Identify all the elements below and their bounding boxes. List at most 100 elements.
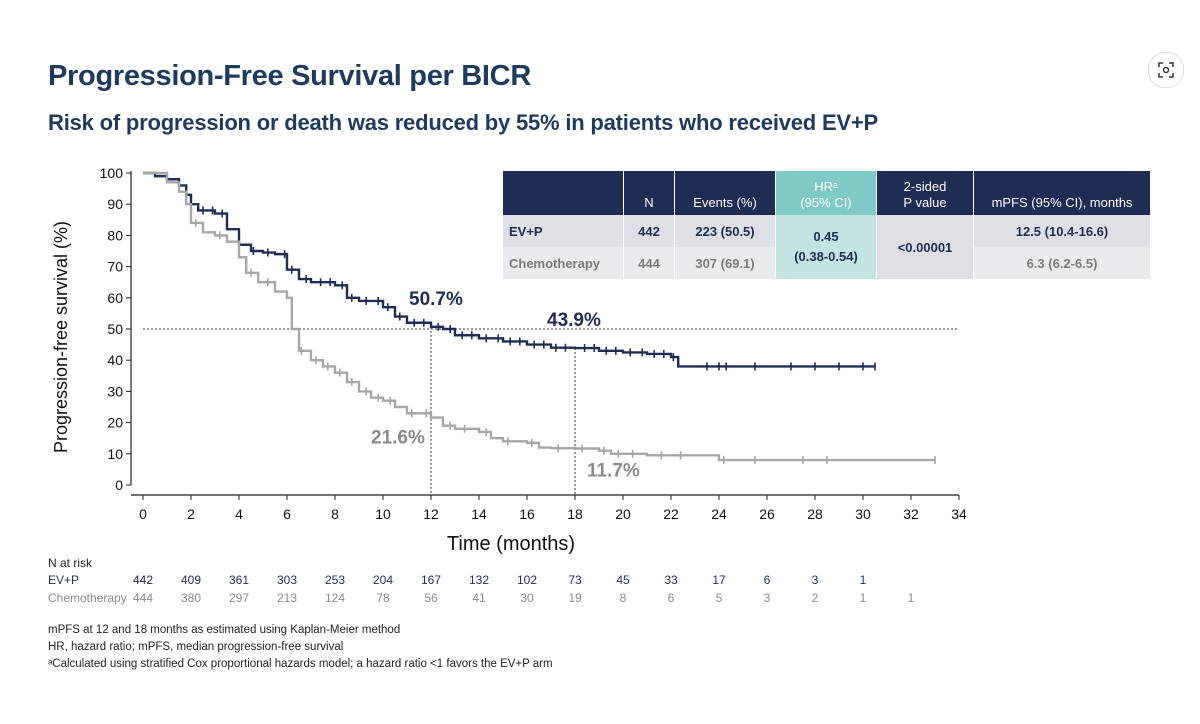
- risk-value: 78: [376, 591, 390, 605]
- risk-value: 19: [568, 591, 582, 605]
- risk-value: 297: [228, 591, 250, 605]
- table-row-ev: EV+P 442 223 (50.5) 0.45 (0.38-0.54) <0.…: [503, 215, 1150, 279]
- image-search-icon: [1158, 62, 1174, 78]
- header-p: 2-sided P value: [876, 171, 974, 215]
- risk-value: 17: [712, 573, 726, 587]
- header-n: N: [623, 171, 675, 215]
- risk-value: 167: [420, 573, 442, 587]
- x-tick-label: 12: [423, 506, 439, 522]
- x-axis-label: Time (months): [447, 533, 575, 555]
- risk-value: 409: [180, 573, 202, 587]
- page-subtitle: Risk of progression or death was reduced…: [48, 110, 879, 135]
- risk-value: 56: [424, 591, 438, 605]
- x-tick-label: 10: [375, 506, 391, 522]
- x-tick-label: 26: [759, 506, 775, 522]
- y-tick-label: 40: [107, 352, 123, 368]
- table-row-chemo: Chemotherapy 444 307 (69.1) 6.3 (6.2-6.5…: [503, 247, 1150, 279]
- y-tick-label: 0: [115, 477, 123, 493]
- hr-ci: (0.38-0.54): [794, 249, 858, 264]
- x-tick-label: 20: [615, 506, 631, 522]
- risk-value: 442: [132, 573, 154, 587]
- risk-value: 204: [372, 573, 394, 587]
- stats-table: N Events (%) HRᵃ (95% CI) 2-sided P valu…: [503, 171, 1150, 279]
- x-tick-label: 34: [951, 506, 967, 522]
- p-value: <0.00001: [876, 215, 974, 279]
- risk-row-chemo-label: Chemotherapy: [48, 591, 127, 605]
- risk-value: 5: [715, 591, 723, 605]
- risk-row-ev-label: EV+P: [48, 573, 80, 587]
- risk-value: 102: [516, 573, 538, 587]
- y-tick-label: 30: [107, 383, 123, 399]
- x-tick-label: 30: [855, 506, 871, 522]
- x-tick-label: 22: [663, 506, 679, 522]
- risk-value: 380: [180, 591, 202, 605]
- risk-value: 30: [520, 591, 534, 605]
- data-label: 21.6%: [371, 428, 425, 449]
- risk-value: 3: [763, 591, 771, 605]
- data-label: 11.7%: [587, 460, 640, 481]
- risk-value: 8: [619, 591, 627, 605]
- risk-value: 45: [616, 573, 630, 587]
- y-tick-label: 80: [107, 227, 123, 243]
- risk-value: 253: [324, 573, 346, 587]
- events-chemo: 307 (69.1): [674, 247, 776, 279]
- x-tick-label: 18: [567, 506, 583, 522]
- y-tick-label: 50: [107, 321, 123, 337]
- risk-table-label: N at risk: [48, 556, 93, 570]
- x-tick-label: 24: [711, 506, 727, 522]
- series-line-chemo: [143, 171, 935, 462]
- risk-value: 41: [472, 591, 486, 605]
- hr-value: 0.45: [813, 229, 839, 244]
- risk-value: 3: [811, 573, 819, 587]
- x-tick-label: 32: [903, 506, 919, 522]
- mpfs-chemo: 6.3 (6.2-6.5): [973, 247, 1150, 279]
- events-ev: 223 (50.5): [674, 215, 776, 247]
- arm-ev: EV+P: [503, 215, 624, 247]
- series-line-ev: [143, 171, 875, 368]
- risk-value: 1: [859, 573, 867, 587]
- data-label: 43.9%: [547, 310, 601, 331]
- y-tick-label: 90: [107, 196, 123, 212]
- y-tick-label: 60: [107, 290, 123, 306]
- x-tick-label: 8: [331, 506, 339, 522]
- x-tick-label: 28: [807, 506, 823, 522]
- risk-value: 73: [568, 573, 582, 587]
- y-axis-label: Progression-free survival (%): [51, 221, 71, 453]
- header-mpfs: mPFS (95% CI), months: [973, 171, 1150, 215]
- hr-cell: 0.45 (0.38-0.54): [775, 215, 877, 279]
- risk-value: 132: [468, 573, 490, 587]
- header-events: Events (%): [674, 171, 776, 215]
- visual-search-button[interactable]: [1148, 52, 1184, 88]
- risk-value: 361: [228, 573, 250, 587]
- x-tick-label: 14: [471, 506, 487, 522]
- n-chemo: 444: [623, 247, 675, 279]
- data-label: 50.7%: [409, 289, 463, 310]
- risk-value: 6: [667, 591, 675, 605]
- x-tick-label: 0: [139, 506, 147, 522]
- x-tick-label: 4: [235, 506, 243, 522]
- footnote-1: mPFS at 12 and 18 months as estimated us…: [48, 624, 401, 636]
- stats-header-row: N Events (%) HRᵃ (95% CI) 2-sided P valu…: [503, 171, 1150, 215]
- x-tick-label: 2: [187, 506, 195, 522]
- risk-value: 303: [276, 573, 298, 587]
- mpfs-ev: 12.5 (10.4-16.6): [973, 215, 1150, 247]
- x-tick-label: 6: [283, 506, 291, 522]
- footnote-3: ᵃCalculated using stratified Cox proport…: [48, 658, 553, 670]
- risk-value: 6: [763, 573, 771, 587]
- risk-value: 124: [324, 591, 346, 605]
- footnote-2: HR, hazard ratio; mPFS, median progressi…: [48, 641, 344, 653]
- y-tick-label: 100: [100, 165, 124, 181]
- risk-value: 1: [859, 591, 867, 605]
- header-arm: [503, 171, 624, 215]
- risk-value: 33: [664, 573, 678, 587]
- risk-value: 444: [132, 591, 154, 605]
- page-title: Progression-Free Survival per BICR: [48, 60, 531, 92]
- risk-value: 2: [811, 591, 819, 605]
- x-tick-label: 16: [519, 506, 535, 522]
- y-tick-label: 10: [107, 446, 123, 462]
- risk-value: 213: [276, 591, 298, 605]
- y-tick-label: 20: [107, 415, 123, 431]
- y-tick-label: 70: [107, 259, 123, 275]
- risk-value: 1: [907, 591, 915, 605]
